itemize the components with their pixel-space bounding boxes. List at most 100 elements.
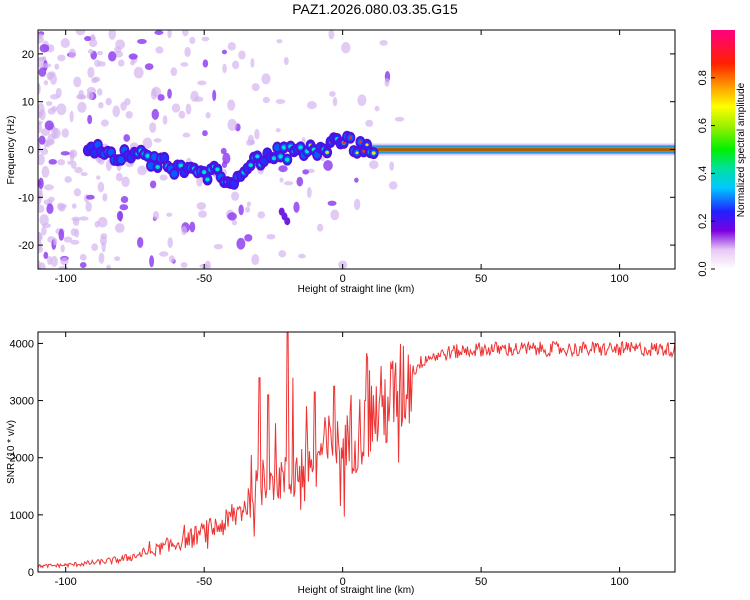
spectrogram-noise-blob — [60, 151, 70, 156]
snr-xlabel: Height of straight line (km) — [298, 585, 415, 596]
spectrogram-noise-blob — [298, 253, 306, 259]
spectrogram-noise-blob — [90, 34, 96, 41]
spectrogram-noise-blob — [101, 242, 106, 253]
spectrogram-noise-blob — [231, 219, 238, 226]
spectrogram-noise-blob — [167, 88, 172, 99]
spectrogram-noise-blob — [167, 30, 172, 39]
spectrogram-ridge-hot — [355, 151, 359, 155]
spectrogram-ridge-hot — [358, 140, 362, 144]
spectrogram-noise-blob — [39, 214, 49, 226]
spectrogram-noise-blob — [44, 120, 54, 131]
spectrogram-noise-blob — [194, 96, 204, 102]
spectrogram-ytick-label: 0 — [28, 145, 34, 157]
spectrogram-noise-blob — [38, 204, 45, 213]
chart-title: PAZ1.2026.080.03.35.G15 — [292, 1, 458, 17]
spectrogram-noise-blob — [108, 30, 116, 40]
spectrogram-noise-blob — [71, 203, 77, 209]
spectrogram-noise-blob — [74, 228, 80, 238]
spectrogram-noise-blob — [67, 160, 72, 165]
spectrogram-noise-blob — [244, 234, 253, 242]
spectrogram-noise-blob — [227, 42, 237, 51]
spectrogram-noise-blob — [68, 48, 77, 59]
spectrogram-noise-blob — [87, 66, 95, 79]
spectrogram-noise-blob — [166, 212, 173, 217]
spectrogram-noise-blob — [197, 80, 207, 86]
spectrogram-noise-blob — [189, 36, 196, 45]
spectrogram-ridge-core — [91, 149, 98, 157]
spectrogram-ridge-peak — [201, 170, 207, 175]
spectrogram-noise-blob — [181, 225, 187, 236]
spectrogram-noise-blob — [58, 265, 69, 269]
spectrogram-noise-blob — [278, 165, 288, 173]
spectrogram-noise-blob — [279, 177, 284, 183]
spectrogram-noise-blob — [47, 71, 56, 77]
spectrogram-noise-blob — [137, 165, 147, 176]
spectrogram-noise-blob — [97, 61, 106, 67]
spectrogram-noise-blob — [296, 176, 304, 187]
colorbar-tick-label: 0.6 — [697, 118, 709, 133]
spectrogram-noise-blob — [275, 99, 286, 105]
spectrogram-noise-blob — [198, 210, 207, 218]
spectrogram-noise-blob — [96, 175, 101, 180]
spectrogram-tone-band-4 — [356, 148, 675, 151]
spectrogram-noise-blob — [353, 198, 361, 211]
spectrogram-noise-blob — [149, 122, 157, 133]
spectrogram-noise-blob — [38, 120, 43, 125]
spectrogram-noise-blob — [91, 243, 99, 251]
spectrogram-noise-blob — [184, 46, 191, 58]
spectrogram-noise-blob — [48, 159, 58, 165]
spectrogram-noise-blob — [40, 147, 49, 156]
spectrogram-noise-blob — [221, 49, 228, 55]
spectrogram-ridge-peak — [255, 154, 260, 159]
spectrogram-noise-blob — [167, 237, 173, 249]
spectrogram-noise-blob — [202, 59, 209, 68]
spectrogram-noise-blob — [251, 83, 260, 92]
spectrogram-noise-blob — [41, 166, 50, 178]
spectrogram-noise-blob — [275, 128, 281, 133]
spectrogram-noise-blob — [96, 51, 104, 56]
spectrogram-noise-blob — [61, 128, 69, 138]
spectrogram-noise-blob — [133, 66, 144, 79]
spectrogram-xtick-label: 50 — [475, 273, 487, 285]
snr-frame — [37, 331, 676, 573]
spectrogram-noise-blob — [128, 53, 138, 60]
spectrogram-ridge-peak — [248, 163, 253, 168]
spectrogram-noise-blob — [102, 193, 108, 202]
spectrogram-noise-blob — [91, 77, 98, 84]
snr-ytick-label: 4000 — [10, 338, 34, 350]
spectrogram-noise-blob — [73, 188, 81, 197]
spectrogram-noise-blob — [341, 42, 351, 54]
spectrogram-noise-blob — [77, 101, 87, 113]
spectrogram-noise-blob — [70, 160, 77, 169]
spectrogram-noise-blob — [201, 36, 210, 42]
spectrogram-xtick-label: 0 — [340, 273, 346, 285]
spectrogram-ridge-peak — [281, 145, 287, 150]
spectrogram-noise-blob — [306, 101, 317, 110]
snr-xtick-label: -50 — [196, 576, 212, 588]
snr-ytick-label: 2000 — [10, 453, 34, 465]
spectrogram-noise-blob — [86, 194, 95, 200]
spectrogram-noise-blob — [60, 38, 70, 49]
spectrogram-noise-blob — [56, 103, 67, 116]
spectrogram-noise-blob — [330, 209, 340, 221]
spectrogram-noise-blob — [182, 30, 189, 37]
spectrogram-noise-blob — [112, 105, 121, 118]
snr-ylabel: SNR (10 * v/v) — [6, 420, 17, 484]
spectrogram-noise-blob — [38, 177, 44, 190]
spectrogram-noise-blob — [86, 91, 94, 100]
spectrogram-noise-blob — [70, 239, 80, 245]
colorbar-tick-label: 0.8 — [697, 70, 709, 85]
spectrogram-noise-blob — [77, 94, 87, 100]
spectrogram-noise-blob — [38, 143, 41, 154]
spectrogram-xlabel: Height of straight line (km) — [298, 284, 415, 295]
colorbar-label: Normalized spectral amplitude — [736, 82, 747, 217]
spectrogram-noise-blob — [158, 251, 169, 257]
spectrogram-ridge-peak — [298, 145, 303, 150]
spectrogram-noise-blob — [250, 58, 255, 68]
spectrogram-noise-blob — [221, 161, 228, 169]
spectrogram-noise-blob — [46, 139, 55, 146]
spectrogram-noise-blob — [154, 30, 164, 35]
spectrogram-noise-blob — [388, 181, 398, 190]
spectrogram-ridge-hot — [365, 143, 369, 147]
spectrogram-noise-blob — [245, 206, 251, 213]
